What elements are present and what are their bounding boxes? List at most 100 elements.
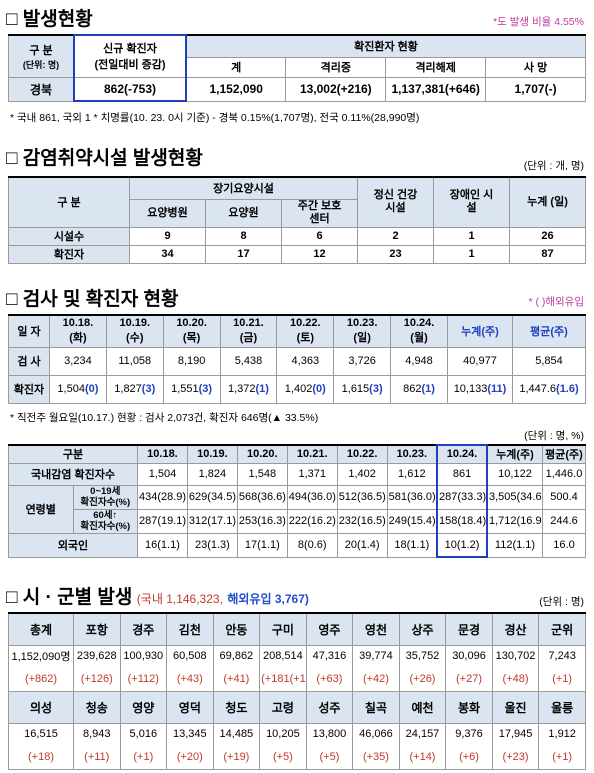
section-title: □ 감염취약시설 발생현황	[6, 148, 203, 169]
table-cell: 2	[357, 226, 434, 246]
age-table: 구분 10.18. 10.19. 10.20. 10.21. 10.22. 10.23. 10…	[8, 444, 586, 558]
table-cell: 울진	[491, 690, 540, 724]
table-row: 1,152,090명 239,628 100,930 60,508 69,862 208,…	[8, 644, 586, 667]
table-cell: 249(15.4)	[386, 508, 438, 534]
table-cell: 청송	[73, 690, 121, 724]
table-cell: 계	[185, 56, 287, 78]
table-cell: 3,505(34.6)	[486, 484, 543, 510]
table-cell: 10.23. (일)	[333, 314, 392, 348]
table-cell: 10(1.2)	[436, 532, 488, 558]
table-cell: 10.19.	[186, 444, 238, 464]
cell-text: (일)	[353, 332, 371, 345]
table-cell: 16,515	[8, 722, 74, 745]
table-cell: 1,372(1)	[219, 374, 278, 404]
table-cell: 1,447.6(1.6)	[512, 374, 586, 404]
table-cell: (+14)	[398, 745, 447, 770]
table-row: 외국인 16(1.1) 23(1.3) 17(1.1) 8(0.6) 20(1.4) 18(…	[8, 532, 586, 558]
table-cell: 87	[509, 244, 586, 264]
table-cell: (+26)	[398, 667, 447, 692]
table-cell: 영천	[352, 612, 400, 646]
table-cell: (+5)	[305, 745, 354, 770]
table-cell: (+63)	[305, 667, 354, 692]
table-cell: 10.22.	[336, 444, 388, 464]
table-cell: 9	[129, 226, 206, 246]
table-cell: 안동	[212, 612, 261, 646]
table-cell: (+11)	[73, 745, 121, 770]
cell-text: 10.20.	[176, 317, 207, 330]
table-cell: 일 자	[8, 314, 50, 348]
table-cell: (+126)	[73, 667, 121, 692]
table-row: 16,515 8,943 5,016 13,345 14,485 10,205 13,800…	[8, 722, 586, 745]
table-cell: 16(1.1)	[137, 532, 188, 558]
table-row: 구 분 장기요양시설 정신 건강시설 장애인 시설 누계 (일)	[8, 176, 586, 228]
table-cell: 1,371	[286, 462, 338, 486]
table-cell: 239,628	[73, 644, 121, 667]
table-cell: 고령	[259, 690, 307, 724]
cell-text: 10.24.	[403, 317, 435, 330]
cell-text: 주간 보호센터	[297, 200, 342, 225]
table-cell: 13,002(+216)	[285, 76, 387, 102]
table-cell: 69,862	[212, 644, 261, 667]
table-cell: 30,096	[445, 644, 493, 667]
table-cell: 10,205	[259, 722, 307, 745]
table-cell: 봉화	[445, 690, 493, 724]
section-title: □ 발생현황	[6, 9, 93, 30]
table-cell: 요양원	[205, 198, 282, 228]
cell-text: 10.19.	[119, 317, 151, 330]
table-cell: 581(36.0)	[386, 484, 438, 510]
table-cell: 208,514	[259, 644, 307, 667]
table-cell: 1,824	[186, 462, 238, 486]
cell-text: (단위: 명)	[22, 59, 60, 70]
cell-text: 요양원	[228, 206, 259, 219]
table-cell: 13,345	[166, 722, 214, 745]
status-table: 구 분 (단위: 명) 신규 확진자 (전일대비 증감) 확진환자 현황 계 격리중 격리해제…	[8, 34, 586, 102]
table-cell: 누계(주)	[486, 444, 543, 464]
table-cell: 5,438	[219, 346, 278, 376]
table-row: 확진자 1,504(0) 1,827(3) 1,551(3) 1,372(1) 1,402…	[8, 374, 586, 404]
cell-text: 구 분	[29, 44, 53, 57]
cell-text: (금)	[239, 332, 258, 345]
table-cell: (+23)	[491, 745, 540, 770]
table-cell: 칠곡	[352, 690, 400, 724]
table-cell: 구 분 (단위: 명)	[8, 34, 75, 78]
table-cell: (+42)	[352, 667, 400, 692]
table-row: 국내감염 확진자수 1,504 1,824 1,548 1,371 1,402 1,612 8…	[8, 462, 586, 486]
cell-text: 10.21.	[233, 317, 264, 330]
table-cell: (+20)	[166, 745, 214, 770]
section-title: □ 시 · 군별 발생	[6, 587, 133, 608]
table-cell: 10.20.	[236, 444, 288, 464]
domestic-total: (국내 1,146,323,	[136, 592, 223, 606]
table-cell: 158(18.4)	[436, 508, 488, 534]
table-row: 시설수 9 8 6 2 1 26	[8, 226, 586, 246]
table-cell: 사 망	[485, 56, 586, 78]
table-cell: (+35)	[352, 745, 400, 770]
facility-table: 구 분 장기요양시설 정신 건강시설 장애인 시설 누계 (일) 요양병원 요양원 주간 보호…	[8, 176, 586, 264]
table-row: 경북 862(-753) 1,152,090 13,002(+216) 1,137,38…	[8, 76, 586, 102]
table-cell: 7,243	[538, 644, 586, 667]
table-cell: (+41)	[212, 667, 261, 692]
table-cell: 평균(주)	[512, 314, 586, 348]
table-cell: 1,504	[137, 462, 188, 486]
table-row: 의성 청송 영양 영덕 청도 고령 성주 칠곡 예천 봉화 울진 울릉	[8, 690, 586, 724]
cell-text: (전일대비 증감)	[94, 59, 166, 72]
table-cell: 8,190	[162, 346, 221, 376]
table-cell: 861	[436, 462, 488, 486]
table-cell: 253(16.3)	[236, 508, 288, 534]
table-cell: 국내감염 확진자수	[8, 462, 138, 486]
table-cell: 구분	[8, 444, 138, 464]
table-cell: (+1)	[119, 745, 168, 770]
table-cell: 35,752	[398, 644, 447, 667]
table-cell: 구 분	[8, 176, 130, 228]
table-cell: 11,058	[105, 346, 164, 376]
table-cell: 23	[357, 244, 434, 264]
table-cell: 3,726	[333, 346, 392, 376]
table-cell: 287(33.3)	[436, 484, 488, 510]
table-cell: 8	[205, 226, 282, 246]
table-cell: 18(1.1)	[386, 532, 438, 558]
table-cell: 312(17.1)	[186, 508, 238, 534]
table-cell: 862(-753)	[73, 76, 187, 102]
table-cell: 1,612	[386, 462, 438, 486]
table-cell: 평균(주)	[542, 444, 586, 464]
table-cell: 8,943	[73, 722, 121, 745]
table-cell: 17	[205, 244, 282, 264]
